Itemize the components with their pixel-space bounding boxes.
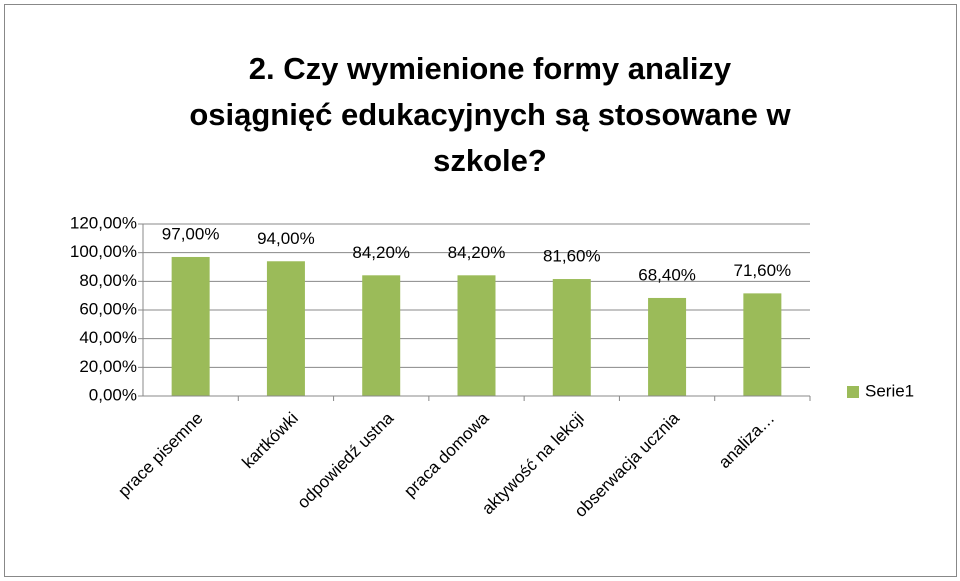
y-tick-label: 60,00% — [79, 299, 137, 318]
y-tick-label: 0,00% — [89, 385, 137, 404]
x-tick-label: analiza… — [715, 409, 779, 473]
bar — [552, 279, 591, 396]
y-tick-label: 100,00% — [70, 242, 137, 261]
y-tick-label: 80,00% — [79, 271, 137, 290]
x-tick-label: praca domowa — [400, 408, 493, 501]
bar — [743, 293, 782, 396]
y-tick-label: 20,00% — [79, 357, 137, 376]
value-label: 68,40% — [638, 265, 696, 284]
value-label: 71,60% — [734, 261, 792, 280]
bar — [171, 256, 210, 396]
legend-swatch — [847, 386, 859, 398]
x-tick-label: odpowiedź ustna — [294, 408, 398, 512]
value-label: 84,20% — [352, 243, 410, 262]
y-tick-label: 40,00% — [79, 328, 137, 347]
value-label: 81,60% — [543, 247, 601, 266]
chart-border — [4, 4, 957, 577]
x-tick-label: kartkówki — [238, 409, 302, 473]
x-tick-label: prace pisemne — [114, 409, 206, 501]
bar — [362, 275, 401, 396]
x-tick-label: aktywość na lekcji — [478, 409, 588, 519]
bar — [457, 275, 496, 396]
legend-label: Serie1 — [865, 381, 914, 400]
bar — [266, 261, 305, 396]
x-tick-label: obserwacja ucznia — [571, 408, 684, 521]
chart-title: 2. Czy wymienione formy analizy osiągnię… — [189, 51, 791, 178]
value-label: 97,00% — [162, 224, 220, 243]
value-label: 84,20% — [448, 243, 506, 262]
bar — [648, 297, 687, 396]
y-tick-label: 120,00% — [70, 213, 137, 232]
value-label: 94,00% — [257, 229, 315, 248]
